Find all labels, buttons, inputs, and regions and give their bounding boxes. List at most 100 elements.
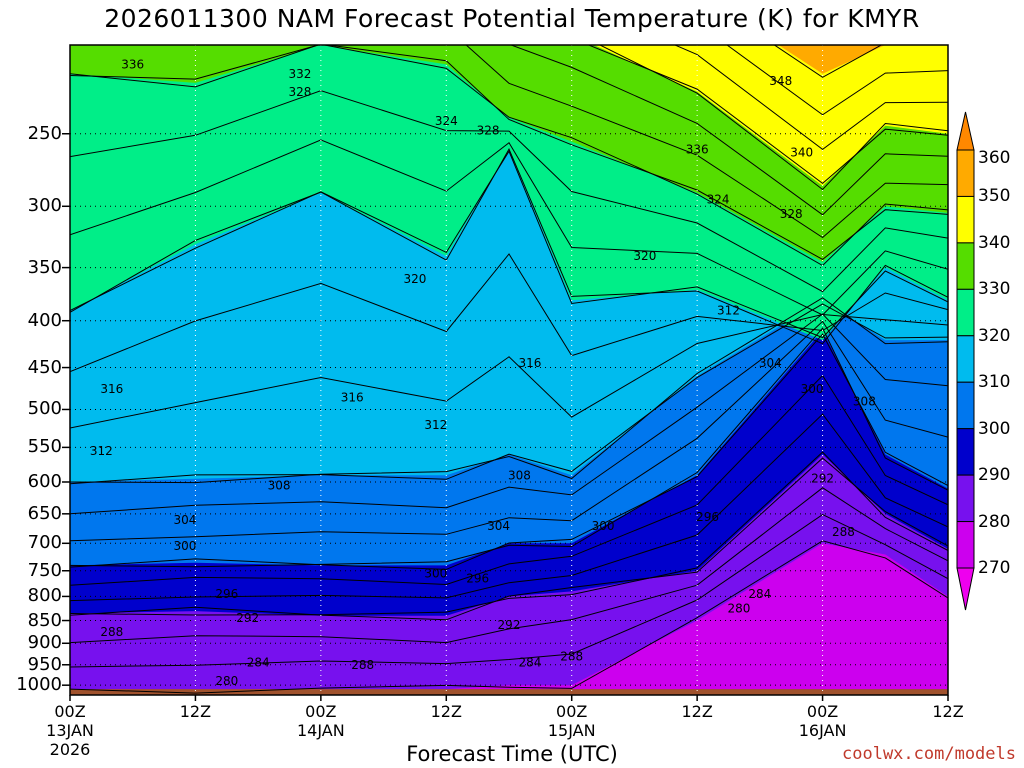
colorbar-tick-label: 350 (978, 186, 1011, 207)
chart-title: 2026011300 NAM Forecast Potential Temper… (104, 4, 920, 33)
contour-label: 292 (236, 611, 259, 625)
y-tick-label: 650 (27, 502, 62, 524)
colorbar-tick-label: 360 (978, 148, 1011, 168)
y-tick-label: 950 (27, 653, 62, 675)
contour-label: 316 (100, 382, 123, 396)
colorbar-tick-label: 340 (978, 232, 1011, 253)
credit-text: coolwx.com/models (842, 744, 1016, 764)
contour-label: 328 (780, 207, 803, 221)
isentrope-line (70, 487, 948, 644)
contour-label: 336 (121, 57, 144, 71)
contour-label: 280 (727, 602, 750, 616)
y-tick-label: 450 (27, 356, 62, 378)
contour-label: 316 (518, 356, 541, 370)
colorbar-tick-label: 330 (978, 279, 1011, 300)
contour-label: 320 (403, 272, 426, 286)
x-tick-label: 00Z 13JAN 2026 (46, 702, 94, 759)
colorbar-tick-label: 300 (978, 418, 1011, 439)
contour-label: 300 (592, 519, 615, 533)
contour-label: 284 (247, 656, 270, 670)
colorbar-swatch (956, 381, 975, 430)
x-tick-label: 00Z 15JAN (547, 702, 596, 740)
contour-label: 320 (633, 249, 656, 263)
isentrope-line (70, 320, 948, 542)
colorbar-tick-label: 270 (978, 558, 1011, 578)
y-tick-label: 1000 (16, 674, 62, 696)
contour-label: 288 (560, 649, 583, 663)
colorbar-swatch (956, 242, 975, 290)
isentrope-line (70, 327, 948, 568)
contour-label: 304 (174, 513, 197, 527)
contour-label: 300 (424, 566, 447, 580)
x-tick-label: 12Z (932, 702, 964, 721)
colorbar-tick-label: 280 (978, 511, 1011, 532)
isentrope-line (773, 45, 883, 78)
x-tick-label: 12Z (681, 702, 713, 721)
contour-label: 288 (832, 525, 855, 539)
contour-label: 280 (215, 674, 238, 688)
isentrope-line (509, 45, 948, 216)
y-tick-label: 550 (27, 436, 62, 458)
contour-label: 336 (686, 142, 709, 156)
isentrope-line (70, 90, 948, 293)
contour-label: 288 (100, 625, 123, 639)
colorbar-top-arrow (956, 111, 975, 151)
contour-label: 312 (90, 444, 113, 458)
y-tick-label: 500 (27, 398, 62, 420)
contour-label: 292 (811, 472, 834, 486)
contour-label: 304 (487, 519, 510, 533)
y-tick-label: 350 (27, 256, 62, 278)
isentrope-line (70, 150, 948, 339)
y-tick-label: 300 (27, 195, 62, 217)
contour-label: 316 (341, 390, 364, 404)
ground (70, 689, 948, 695)
band-350 (778, 45, 948, 74)
isentrope-line (70, 139, 948, 316)
contour-label: 304 (759, 356, 782, 370)
x-axis-label: Forecast Time (UTC) (406, 742, 618, 766)
theta-color-bands (70, 45, 948, 695)
y-tick-label: 400 (27, 309, 62, 331)
contour-label: 292 (498, 618, 521, 632)
isentrope-line (587, 45, 948, 185)
y-tick-label: 250 (27, 122, 62, 144)
isentrope-line (70, 313, 948, 515)
contour-label: 288 (351, 658, 374, 672)
colorbar-swatch (956, 288, 975, 337)
colorbar-swatch (956, 195, 975, 244)
colorbar-swatch (956, 521, 975, 569)
isentrope-line (70, 297, 948, 484)
contour-labels: 336 332 328 348 324 328 336 340 324 328 320 320 312 3… (90, 57, 876, 688)
contour-label: 312 (424, 418, 447, 432)
contour-label: 300 (174, 539, 197, 553)
y-tick-label: 800 (27, 585, 62, 607)
colorbar-tick-label: 290 (978, 465, 1011, 486)
colorbar-swatch (956, 149, 975, 197)
contour-label: 340 (790, 145, 813, 159)
contour-label: 324 (435, 114, 458, 128)
y-tick-label: 600 (27, 470, 62, 492)
contour-label: 296 (696, 510, 719, 524)
contour-label: 308 (268, 478, 291, 492)
contour-label: 300 (801, 382, 824, 396)
contour-label: 308 (853, 394, 876, 408)
y-tick-label: 750 (27, 559, 62, 581)
contour-label: 308 (508, 468, 531, 482)
y-tick-label: 850 (27, 609, 62, 631)
colorbar (956, 111, 975, 611)
contour-label: 296 (466, 572, 489, 586)
colorbar-swatch (956, 428, 975, 476)
isentrope-line (673, 45, 948, 151)
x-tick-label: 12Z (179, 702, 212, 721)
isentrope-line (70, 540, 948, 694)
colorbar-tick-label: 320 (978, 325, 1011, 346)
contour-label: 324 (707, 193, 730, 207)
contour-label: 312 (717, 304, 740, 318)
x-tick-label: 00Z 16JAN (798, 702, 847, 740)
contour-label: 328 (477, 124, 500, 138)
y-tick-label: 900 (27, 632, 62, 654)
x-tick-label: 00Z 14JAN (296, 702, 345, 740)
plot-frame (69, 44, 949, 696)
isentrope-line (70, 413, 948, 602)
